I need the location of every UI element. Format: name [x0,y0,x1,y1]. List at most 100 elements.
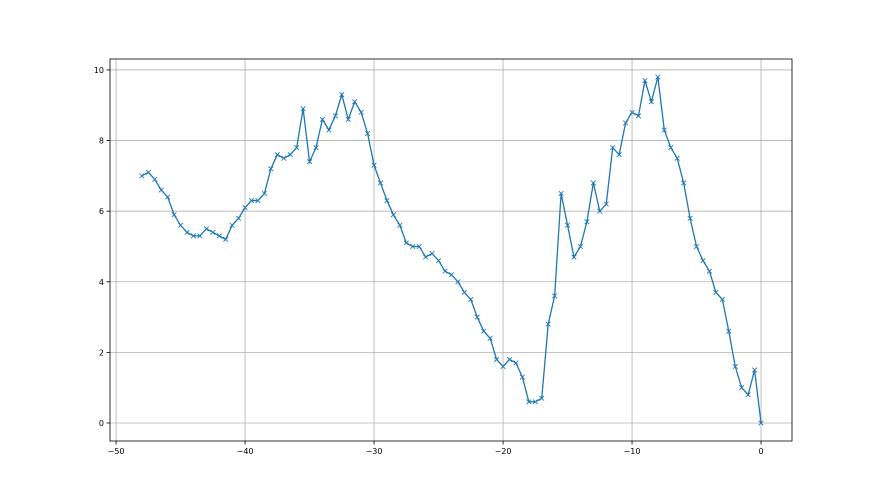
data-point-marker [390,212,397,218]
data-point-marker [261,190,268,197]
data-point-marker [177,222,184,228]
data-point-marker [242,205,248,211]
data-point-marker [513,360,519,366]
x-tick-label: −20 [495,447,512,456]
data-point-marker [668,144,674,151]
data-point-marker [152,176,158,183]
data-point-marker [184,229,190,235]
axes-frame [109,58,793,442]
y-tick-label: 10 [94,66,104,75]
data-point-marker [661,127,667,133]
data-point-marker [255,197,261,204]
grid [110,59,792,441]
data-point-marker [429,250,435,257]
data-point-marker [371,162,377,168]
data-point-marker [461,289,467,295]
data-point-marker [397,222,403,228]
data-point-marker [455,279,461,285]
data-point-marker [739,385,745,391]
data-point-marker [345,116,351,122]
data-point-marker [203,226,209,232]
data-point-marker [487,335,493,341]
data-point-marker [216,233,222,239]
data-point-marker [442,268,448,274]
data-point-marker [139,173,145,179]
data-point-marker [294,144,300,151]
x-tick-label: −30 [366,447,383,456]
data-point-marker [300,106,306,112]
data-point-marker [726,328,732,334]
data-point-marker [751,367,758,373]
data-point-marker [268,166,274,172]
data-point-marker [597,208,603,214]
data-point-marker [564,222,571,228]
data-point-marker [545,321,551,327]
data-point-marker [635,113,642,119]
data-point-marker [693,243,700,250]
data-point-marker [384,197,390,204]
data-point-marker [223,236,229,243]
data-point-marker [403,240,409,246]
data-point-marker [326,127,332,133]
data-point-marker [745,392,751,398]
data-point-marker [287,152,293,158]
data-point-marker [584,219,590,225]
data-point-marker [274,152,280,158]
data-point-marker [493,356,500,363]
data-point-marker [539,395,545,401]
data-point-marker [332,113,338,119]
data-point-marker [732,363,738,370]
data-point-marker [648,99,655,105]
data-point-marker [319,116,326,122]
x-tick-label: −50 [108,447,125,456]
data-point-marker [248,197,255,204]
data-point-marker [410,243,416,250]
data-point-marker [364,130,371,137]
data-point-marker [197,233,203,239]
data-point-marker [500,363,506,370]
data-point-marker [145,169,151,175]
data-point-marker [313,144,319,151]
data-point-marker [706,268,713,274]
data-point-marker [229,222,235,228]
data-point-marker [423,254,429,260]
data-point-marker [171,212,177,218]
data-point-marker [358,109,364,115]
data-point-marker [235,215,242,221]
y-tick-label: 2 [99,348,104,357]
data-point-marker [713,289,719,295]
data-point-marker [552,293,558,299]
y-tick-label: 4 [99,278,104,287]
data-point-marker [758,420,764,426]
data-point-marker [481,328,487,334]
x-axis: −50 −40 −30 −20 −10 0 [108,441,764,456]
x-tick-label: −10 [624,447,641,456]
data-point-marker [616,152,622,158]
data-point-marker [339,92,345,98]
y-tick-label: 0 [99,419,104,428]
data-point-marker [687,215,693,221]
y-tick-label: 6 [99,207,104,216]
x-tick-label: −40 [237,447,254,456]
data-point-marker [700,257,706,264]
data-point-marker [377,180,384,186]
data-point-marker [281,155,287,161]
data-point-marker [674,155,680,161]
data-point-marker [655,74,661,80]
y-tick-label: 8 [99,137,104,146]
data-point-marker [590,180,596,186]
data-point-marker [506,356,513,363]
data-point-marker [352,99,358,105]
data-point-marker [719,296,725,303]
data-point-marker [519,374,526,380]
data-point-marker [681,180,687,186]
data-point-marker [571,254,577,260]
y-axis: 0 2 4 6 8 10 [94,66,110,428]
data-point-marker [448,272,455,278]
data-point-marker [416,243,422,250]
data-point-marker [577,243,584,250]
series-path [141,76,762,424]
data-point-marker [610,144,616,151]
data-point-marker [210,229,216,235]
